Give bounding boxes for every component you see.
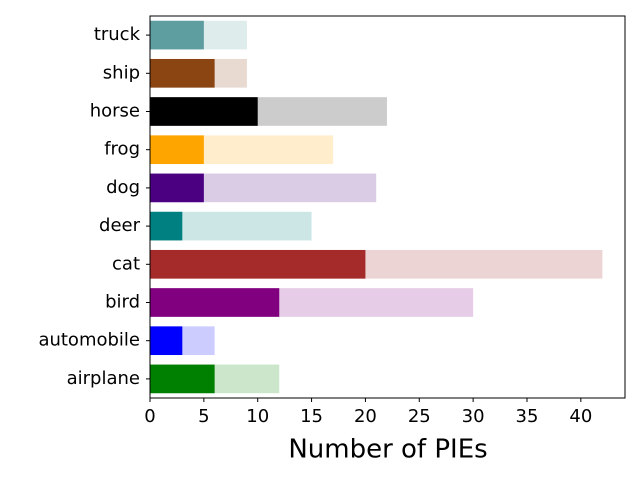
x-tick-label: 5 [198,406,209,427]
x-tick-label: 40 [569,406,592,427]
bar [150,97,258,126]
x-tick-label: 30 [462,406,485,427]
bar [150,326,183,356]
bar [150,211,183,241]
x-tick-label: 10 [246,406,269,427]
y-tick-label: automobile [38,330,140,351]
y-tick-label: ship [103,62,140,83]
bar [150,173,204,203]
bar [150,249,366,279]
x-tick-label: 0 [144,406,155,427]
bar [150,288,280,317]
y-tick-label: airplane [67,368,140,389]
bar [150,20,204,50]
bar [150,135,204,165]
y-tick-label: horse [90,101,140,122]
bar [150,364,215,394]
x-tick-label: 15 [300,406,323,427]
y-tick-label: cat [112,253,140,274]
x-tick-label: 20 [354,406,377,427]
y-tick-label: frog [104,139,140,160]
x-tick-label: 25 [408,406,431,427]
y-tick-label: truck [94,24,141,45]
y-tick-label: dog [106,177,140,198]
x-axis-label: Number of PIEs [288,435,487,465]
plot-frame [149,15,626,399]
bar [150,58,215,88]
y-tick-label: bird [105,292,140,313]
y-tick-label: deer [99,215,141,236]
x-tick-label: 35 [516,406,539,427]
